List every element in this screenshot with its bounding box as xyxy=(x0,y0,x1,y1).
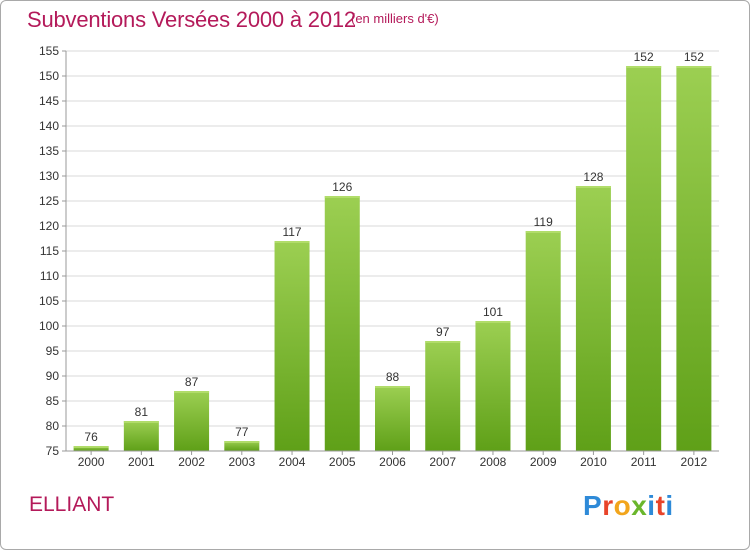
bar-highlight xyxy=(73,446,109,448)
commune-name: ELLIANT xyxy=(29,493,115,516)
x-tick-label: 2005 xyxy=(329,455,356,469)
y-tick-label: 105 xyxy=(39,294,59,308)
y-tick-label: 150 xyxy=(39,69,59,83)
chart-title: Subventions Versées 2000 à 2012 xyxy=(27,7,356,32)
x-tick-label: 2012 xyxy=(681,455,708,469)
bar-highlight xyxy=(123,421,159,423)
y-tick-label: 140 xyxy=(39,119,59,133)
y-tick-label: 110 xyxy=(40,269,59,283)
logo-letter: t xyxy=(655,490,666,521)
y-tick-label: 125 xyxy=(39,194,59,208)
data-label: 76 xyxy=(84,430,98,444)
data-label: 88 xyxy=(386,370,400,384)
x-tick-label: 2008 xyxy=(480,455,507,469)
x-tick-label: 2001 xyxy=(128,455,155,469)
x-tick-label: 2004 xyxy=(279,455,306,469)
data-label: 81 xyxy=(135,405,149,419)
x-tick-label: 2006 xyxy=(379,455,406,469)
data-label: 87 xyxy=(185,375,199,389)
labels: 75 80 85 90 95 100 105 110 115 120 125 130 135 140 145… xyxy=(39,44,708,469)
x-tick-label: 2003 xyxy=(228,455,255,469)
y-tick-label: 145 xyxy=(39,94,59,108)
logo-letter: i xyxy=(665,490,674,521)
data-label: 128 xyxy=(583,170,603,184)
x-tick-label: 2009 xyxy=(530,455,557,469)
bar-highlight xyxy=(626,66,662,68)
bar xyxy=(375,386,410,451)
x-tick-label: 2007 xyxy=(429,455,456,469)
logo-letter: P xyxy=(583,490,603,521)
y-tick-label: 120 xyxy=(39,219,59,233)
y-tick-label: 75 xyxy=(46,444,60,458)
bar xyxy=(676,66,712,451)
y-tick-label: 155 xyxy=(39,44,59,58)
data-label: 119 xyxy=(534,215,553,229)
bars xyxy=(73,66,712,451)
logo-letter: o xyxy=(613,490,632,521)
bar xyxy=(123,421,159,451)
axes xyxy=(62,50,719,455)
data-label: 117 xyxy=(282,225,301,239)
data-label: 126 xyxy=(332,180,352,194)
bar-highlight xyxy=(174,391,210,393)
x-tick-label: 2010 xyxy=(580,455,607,469)
bar-highlight xyxy=(324,196,360,198)
y-tick-label: 95 xyxy=(46,344,60,358)
bar xyxy=(174,391,210,451)
bar xyxy=(575,186,611,451)
bar xyxy=(425,341,461,451)
bar-highlight xyxy=(575,186,611,188)
data-label: 152 xyxy=(684,50,704,64)
data-label: 152 xyxy=(634,50,654,64)
y-tick-label: 115 xyxy=(40,244,59,258)
y-tick-label: 100 xyxy=(39,319,59,333)
bar-highlight xyxy=(676,66,712,68)
bar xyxy=(626,66,662,451)
bar-highlight xyxy=(375,386,410,388)
proxiti-logo: Proxiti xyxy=(583,490,674,522)
bar-highlight xyxy=(425,341,461,343)
chart-subtitle: (en milliers d'€) xyxy=(351,11,439,26)
bar xyxy=(324,196,360,451)
y-tick-label: 130 xyxy=(39,169,59,183)
bar-highlight xyxy=(274,241,310,243)
data-label: 97 xyxy=(436,325,450,339)
y-tick-label: 90 xyxy=(46,369,60,383)
data-label: 77 xyxy=(235,425,249,439)
bar-highlight xyxy=(475,321,511,323)
x-tick-label: 2000 xyxy=(78,455,105,469)
y-tick-label: 85 xyxy=(46,394,60,408)
logo-letter: r xyxy=(602,490,614,521)
logo-letter: x xyxy=(631,490,648,521)
y-tick-label: 135 xyxy=(39,144,59,158)
x-tick-label: 2002 xyxy=(178,455,205,469)
bar-highlight xyxy=(224,441,260,443)
bar xyxy=(73,446,109,451)
bar xyxy=(475,321,511,451)
y-tick-label: 80 xyxy=(46,419,60,433)
data-label: 101 xyxy=(483,305,503,319)
x-tick-label: 2011 xyxy=(631,455,657,469)
bar xyxy=(525,231,561,451)
bar-highlight xyxy=(525,231,561,233)
bar xyxy=(224,441,260,451)
logo-letter: i xyxy=(647,490,656,521)
bar xyxy=(274,241,310,451)
